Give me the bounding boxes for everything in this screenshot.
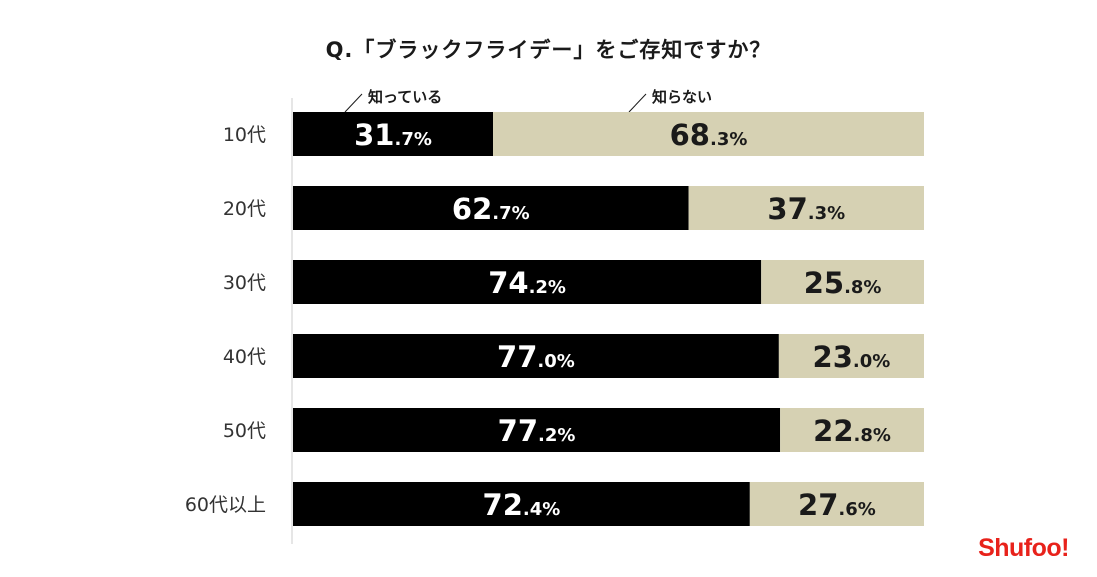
bar-unknown	[778, 334, 924, 378]
shufoo-logo: Shufoo!	[978, 534, 1069, 562]
value-label-known: 74.2%	[488, 266, 566, 300]
bar-unknown	[688, 186, 924, 230]
value-label-unknown: 27.6%	[798, 488, 876, 522]
value-label-known: 62.7%	[452, 192, 530, 226]
bar-known	[293, 334, 779, 378]
legend-label: 知らない	[652, 88, 712, 106]
value-label-unknown: 23.0%	[813, 340, 891, 374]
category-label: 10代	[223, 124, 266, 146]
legend-label: 知っている	[368, 88, 442, 106]
bar-known	[293, 112, 494, 156]
bar-known	[293, 186, 689, 230]
bar-known	[293, 482, 750, 526]
value-label-known: 72.4%	[483, 488, 561, 522]
bar-unknown	[493, 112, 924, 156]
category-label: 20代	[223, 198, 266, 220]
bar-unknown	[761, 260, 924, 304]
bars-group: 10代 31.7% 68.3% 20代 62.7% 37.3% 30代 74.2% 25.8% 4…	[185, 112, 924, 526]
bar-unknown	[780, 408, 924, 452]
value-label-known: 31.7%	[354, 118, 432, 152]
category-label: 60代以上	[185, 494, 266, 516]
value-label-unknown: 37.3%	[767, 192, 845, 226]
category-label: 50代	[223, 420, 266, 442]
value-label-known: 77.2%	[498, 414, 576, 448]
bar-known	[293, 408, 781, 452]
value-label-unknown: 25.8%	[804, 266, 882, 300]
value-label-known: 77.0%	[497, 340, 575, 374]
chart-title: Q.「ブラックフライデー」をご存知ですか？	[325, 38, 772, 62]
bar-unknown	[749, 482, 924, 526]
category-label: 30代	[223, 272, 266, 294]
category-label: 40代	[223, 346, 266, 368]
value-label-unknown: 22.8%	[813, 414, 891, 448]
value-label-unknown: 68.3%	[670, 118, 748, 152]
legend-leader-line	[628, 93, 647, 113]
bar-known	[293, 260, 762, 304]
legend-leader-line	[344, 93, 363, 113]
legend: 知っている 知らない	[344, 88, 712, 113]
